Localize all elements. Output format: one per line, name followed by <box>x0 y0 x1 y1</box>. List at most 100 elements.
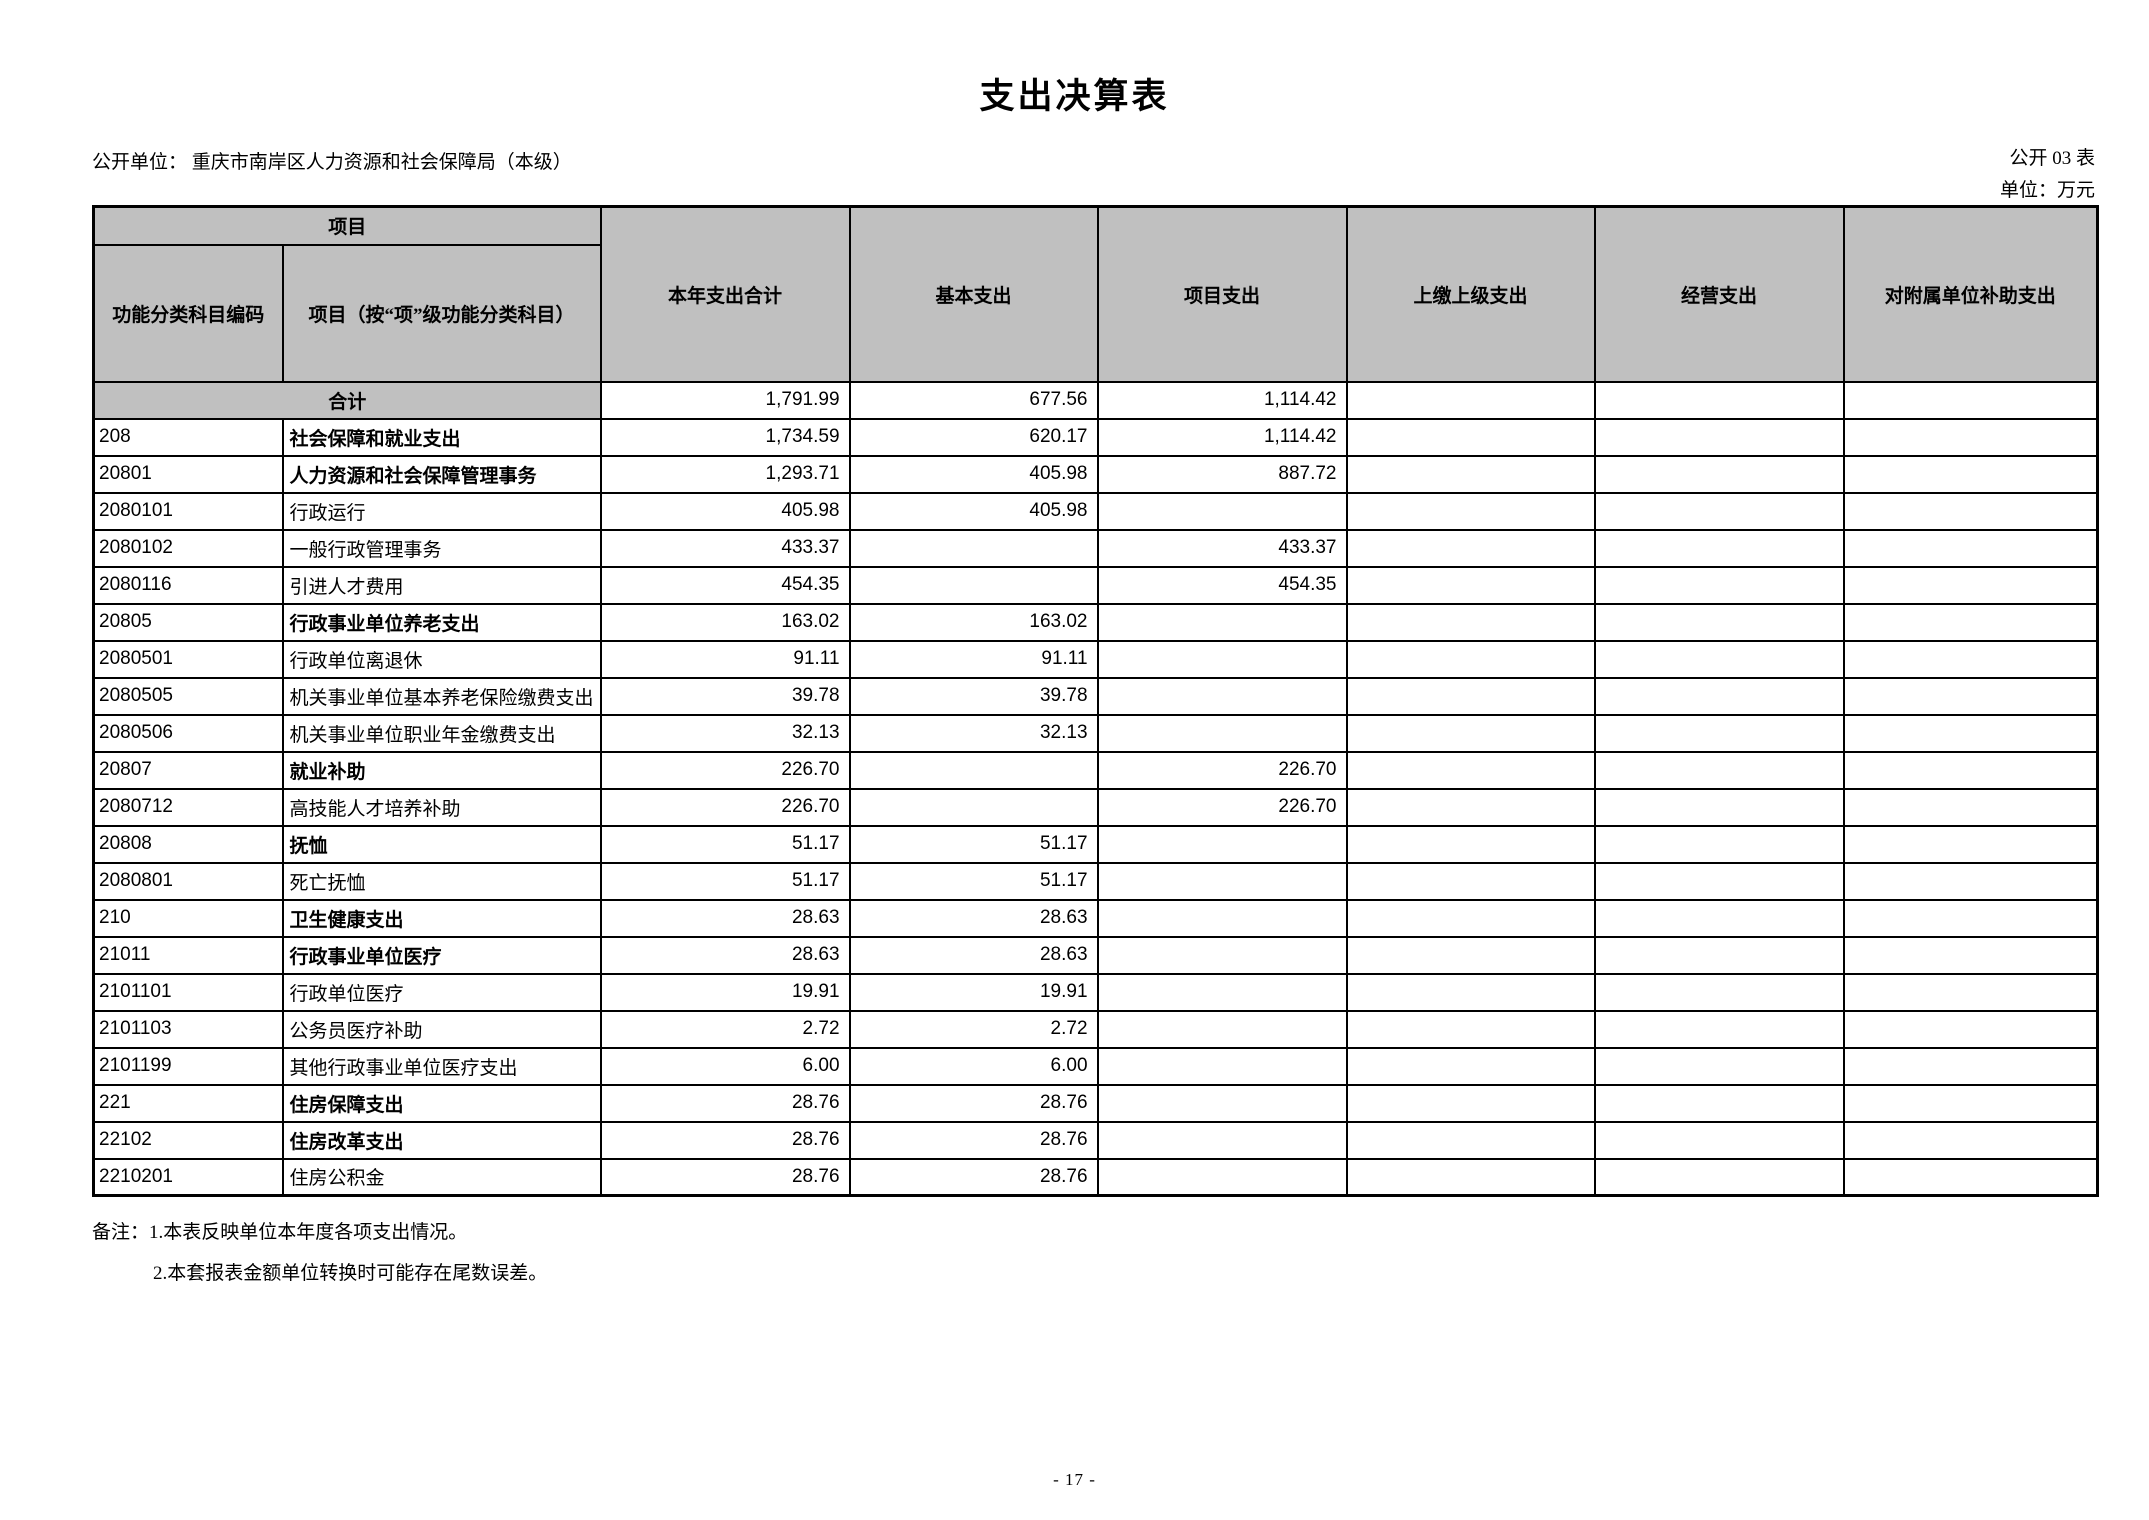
value-cell-2 <box>1096 972 1348 1012</box>
value-cell-5 <box>1842 1083 2099 1123</box>
column-group-project: 项目 <box>92 205 602 246</box>
value-cell-1 <box>848 787 1099 827</box>
value-cell-2: 433.37 <box>1096 528 1348 568</box>
footnote-label: 备注： <box>92 1222 150 1243</box>
function-code-cell: 2210201 <box>92 1157 284 1197</box>
value-cell-2 <box>1096 1083 1348 1123</box>
value-cell-3 <box>1345 1157 1596 1197</box>
item-name-cell: 行政事业单位养老支出 <box>281 602 602 642</box>
value-cell-0: 226.70 <box>599 750 851 790</box>
value-cell-3 <box>1345 491 1596 531</box>
value-cell-5 <box>1842 454 2099 494</box>
table-row: 2101101 行政单位医疗 19.91 19.91 <box>92 972 2099 1012</box>
value-cell-3 <box>1345 898 1596 938</box>
value-cell-0: 28.76 <box>599 1083 851 1123</box>
value-cell-2 <box>1096 1009 1348 1049</box>
value-cell-0: 163.02 <box>599 602 851 642</box>
function-code-cell: 2101199 <box>92 1046 284 1086</box>
item-name-cell: 抚恤 <box>281 824 602 864</box>
value-cell-2 <box>1096 1157 1348 1197</box>
value-cell-2 <box>1096 602 1348 642</box>
value-cell-5 <box>1842 528 2099 568</box>
value-cell-1: 51.17 <box>848 824 1099 864</box>
function-code-cell: 21011 <box>92 935 284 975</box>
header-row-sub: 功能分类科目编码 项目（按“项”级功能分类科目） <box>92 243 2098 383</box>
value-cell-3 <box>1345 565 1596 605</box>
column-header-value-2: 项目支出 <box>1096 205 1348 383</box>
item-name-cell: 住房改革支出 <box>281 1120 602 1160</box>
unit-of-measure: 单位：万元 <box>1999 180 2095 201</box>
value-cell-0: 51.17 <box>599 861 851 901</box>
value-cell-0: 28.76 <box>599 1120 851 1160</box>
item-name-cell: 机关事业单位基本养老保险缴费支出 <box>281 676 602 716</box>
function-code-cell: 2080116 <box>92 565 284 605</box>
table-row: 221 住房保障支出 28.76 28.76 <box>92 1083 2099 1123</box>
value-cell-4 <box>1593 1157 1845 1197</box>
column-header-value-5: 对附属单位补助支出 <box>1842 205 2099 383</box>
item-name-cell: 机关事业单位职业年金缴费支出 <box>281 713 602 753</box>
value-cell-0: 454.35 <box>599 565 851 605</box>
value-cell-2 <box>1096 491 1348 531</box>
total-value-cell-4 <box>1593 380 1845 420</box>
value-cell-2: 1,114.42 <box>1096 417 1348 457</box>
total-value-cell-3 <box>1345 380 1596 420</box>
value-cell-4 <box>1593 454 1845 494</box>
item-name-cell: 行政运行 <box>281 491 602 531</box>
value-cell-5 <box>1842 750 2099 790</box>
table-row: 2080712 高技能人才培养补助 226.70 226.70 <box>92 787 2099 827</box>
function-code-cell: 2101103 <box>92 1009 284 1049</box>
value-cell-1 <box>848 528 1099 568</box>
value-cell-4 <box>1593 1083 1845 1123</box>
total-value-cell-2: 1,114.42 <box>1096 380 1348 420</box>
value-cell-1: 6.00 <box>848 1046 1099 1086</box>
table-row: 20805 行政事业单位养老支出 163.02 163.02 <box>92 602 2099 642</box>
value-cell-0: 91.11 <box>599 639 851 679</box>
value-cell-1: 51.17 <box>848 861 1099 901</box>
function-code-cell: 22102 <box>92 1120 284 1160</box>
table-row: 20808 抚恤 51.17 51.17 <box>92 824 2099 864</box>
value-cell-3 <box>1345 861 1596 901</box>
value-cell-3 <box>1345 676 1596 716</box>
value-cell-4 <box>1593 898 1845 938</box>
value-cell-5 <box>1842 676 2099 716</box>
item-name-cell: 引进人才费用 <box>281 565 602 605</box>
item-name-cell: 社会保障和就业支出 <box>281 417 602 457</box>
value-cell-2: 887.72 <box>1096 454 1348 494</box>
value-cell-1: 91.11 <box>848 639 1099 679</box>
function-code-cell: 20808 <box>92 824 284 864</box>
footnote-1-text: 1.本表反映单位本年度各项支出情况。 <box>149 1222 468 1243</box>
table-row: 22102 住房改革支出 28.76 28.76 <box>92 1120 2099 1160</box>
value-cell-0: 28.76 <box>599 1157 851 1197</box>
function-code-cell: 2080801 <box>92 861 284 901</box>
total-row: 合计 1,791.99 677.56 1,114.42 <box>92 380 2099 420</box>
value-cell-1: 163.02 <box>848 602 1099 642</box>
value-cell-2: 226.70 <box>1096 787 1348 827</box>
footnote-2: 2.本套报表金额单位转换时可能存在尾数误差。 <box>153 1263 548 1284</box>
value-cell-2 <box>1096 824 1348 864</box>
value-cell-0: 51.17 <box>599 824 851 864</box>
value-cell-0: 6.00 <box>599 1046 851 1086</box>
table-row: 20807 就业补助 226.70 226.70 <box>92 750 2099 790</box>
value-cell-1: 19.91 <box>848 972 1099 1012</box>
column-header-value-4: 经营支出 <box>1593 205 1845 383</box>
value-cell-2 <box>1096 861 1348 901</box>
header-row-group: 项目 本年支出合计 基本支出 项目支出 上缴上级支出 经营支出 对附属单位补助支出 <box>92 205 2099 383</box>
page-number: - 17 - <box>1053 1470 1096 1489</box>
value-cell-3 <box>1345 1009 1596 1049</box>
value-cell-5 <box>1842 417 2099 457</box>
item-name-cell: 高技能人才培养补助 <box>281 787 602 827</box>
value-cell-5 <box>1842 565 2099 605</box>
value-cell-3 <box>1345 935 1596 975</box>
value-cell-3 <box>1345 787 1596 827</box>
page-title: 支出决算表 <box>979 77 1170 116</box>
value-cell-0: 19.91 <box>599 972 851 1012</box>
function-code-cell: 20801 <box>92 454 284 494</box>
table-row: 2080116 引进人才费用 454.35 454.35 <box>92 565 2099 605</box>
value-cell-1: 28.76 <box>848 1083 1099 1123</box>
function-code-cell: 2101101 <box>92 972 284 1012</box>
value-cell-1: 620.17 <box>848 417 1099 457</box>
footnotes: 备注：1.本表反映单位本年度各项支出情况。 2.本套报表金额单位转换时可能存在尾… <box>92 1212 547 1294</box>
value-cell-3 <box>1345 824 1596 864</box>
item-name-cell: 其他行政事业单位医疗支出 <box>281 1046 602 1086</box>
value-cell-1 <box>848 565 1099 605</box>
